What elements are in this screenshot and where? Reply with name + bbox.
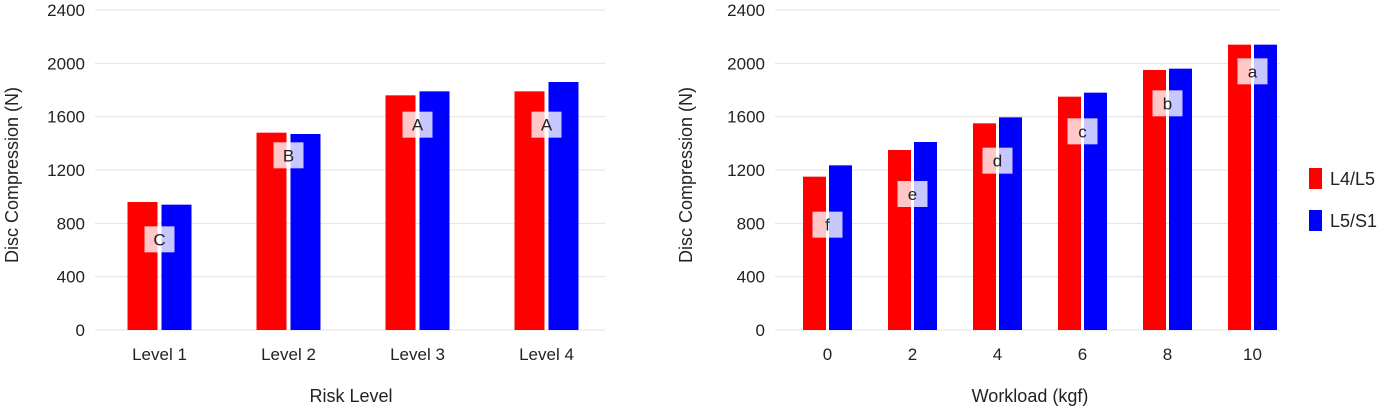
legend: L4/L5 L5/S1 [1309, 168, 1377, 231]
y-tick-label: 400 [57, 268, 85, 287]
bar-l4-l5-10 [1228, 44, 1251, 331]
annotation-box [402, 111, 433, 138]
bar-l4-l5-8 [1143, 70, 1166, 330]
x-tick-label: 4 [993, 345, 1002, 364]
y-tick-label: 1200 [47, 161, 85, 180]
annotation-box [273, 142, 304, 169]
y-tick-label: 2400 [727, 1, 765, 20]
bar-l4-l5-6 [1058, 96, 1081, 331]
bar-l4-l5-4 [973, 123, 996, 330]
y-tick-label: 1200 [727, 161, 765, 180]
x-axis-title: Workload (kgf) [972, 386, 1089, 406]
y-tick-label: 0 [756, 321, 765, 340]
y-axis-title: Disc Compression (N) [2, 87, 22, 263]
annotation-box [531, 111, 562, 138]
annotation-box [812, 211, 843, 238]
legend-swatch-l5-s1 [1309, 210, 1322, 231]
y-tick-label: 800 [57, 214, 85, 233]
y-tick-label: 800 [737, 214, 765, 233]
x-tick-label: 6 [1078, 345, 1087, 364]
bar-l5-s1-0 [829, 165, 852, 330]
legend-label-l4-l5: L4/L5 [1330, 169, 1375, 189]
annotation-box [982, 147, 1013, 174]
annotation-label: A [541, 116, 553, 135]
annotation-box [1152, 90, 1183, 117]
x-tick-label: Level 4 [519, 345, 574, 364]
annotation-box [897, 181, 928, 207]
bar-l5-s1-2 [914, 142, 937, 330]
x-tick-label: Level 1 [132, 345, 187, 364]
x-tick-label: Level 3 [390, 345, 445, 364]
y-axis-title: Disc Compression (N) [676, 87, 696, 263]
y-tick-label: 1600 [47, 108, 85, 127]
y-tick-label: 0 [76, 321, 85, 340]
annotation-label: C [153, 230, 165, 249]
annotation-label: e [908, 185, 917, 204]
y-tick-label: 2000 [727, 54, 765, 73]
chart-panel-workload: 0 400 800 1200 1600 2000 2400 0 2 4 6 8 10 f e d c b a Work… [676, 1, 1280, 406]
bar-l4-l5-0 [803, 176, 826, 330]
bar-l4-l5-level-1 [127, 202, 158, 330]
x-tick-label: 8 [1163, 345, 1172, 364]
chart-panel-risk-level: 0 400 800 1200 1600 2000 2400 Level 1 Level 2 Lev… [2, 1, 605, 406]
x-tick-label: 2 [908, 345, 917, 364]
legend-label-l5-s1: L5/S1 [1330, 211, 1377, 231]
annotation-label: f [825, 216, 830, 235]
annotation-label: A [412, 116, 424, 135]
x-axis-title: Risk Level [309, 386, 392, 406]
bar-l5-s1-6 [1084, 92, 1107, 331]
x-tick-label: 0 [823, 345, 832, 364]
bar-l5-s1-8 [1169, 68, 1192, 331]
annotation-label: b [1163, 94, 1172, 113]
bar-l4-l5-2 [888, 150, 911, 330]
annotation-label: d [993, 152, 1002, 171]
annotation-label: c [1078, 122, 1087, 141]
annotation-box [1237, 58, 1268, 85]
x-tick-label: Level 2 [261, 345, 316, 364]
bar-l5-s1-10 [1254, 44, 1277, 331]
annotation-label: B [283, 146, 294, 165]
legend-swatch-l4-l5 [1309, 168, 1322, 189]
y-tick-label: 400 [737, 268, 765, 287]
annotation-box [144, 226, 175, 253]
bar-l5-s1-level-1 [161, 204, 192, 330]
y-tick-label: 2000 [47, 54, 85, 73]
annotation-box [1067, 118, 1098, 145]
x-tick-label: 10 [1243, 345, 1262, 364]
y-tick-label: 1600 [727, 108, 765, 127]
y-tick-label: 2400 [47, 1, 85, 20]
annotation-label: a [1248, 62, 1258, 81]
